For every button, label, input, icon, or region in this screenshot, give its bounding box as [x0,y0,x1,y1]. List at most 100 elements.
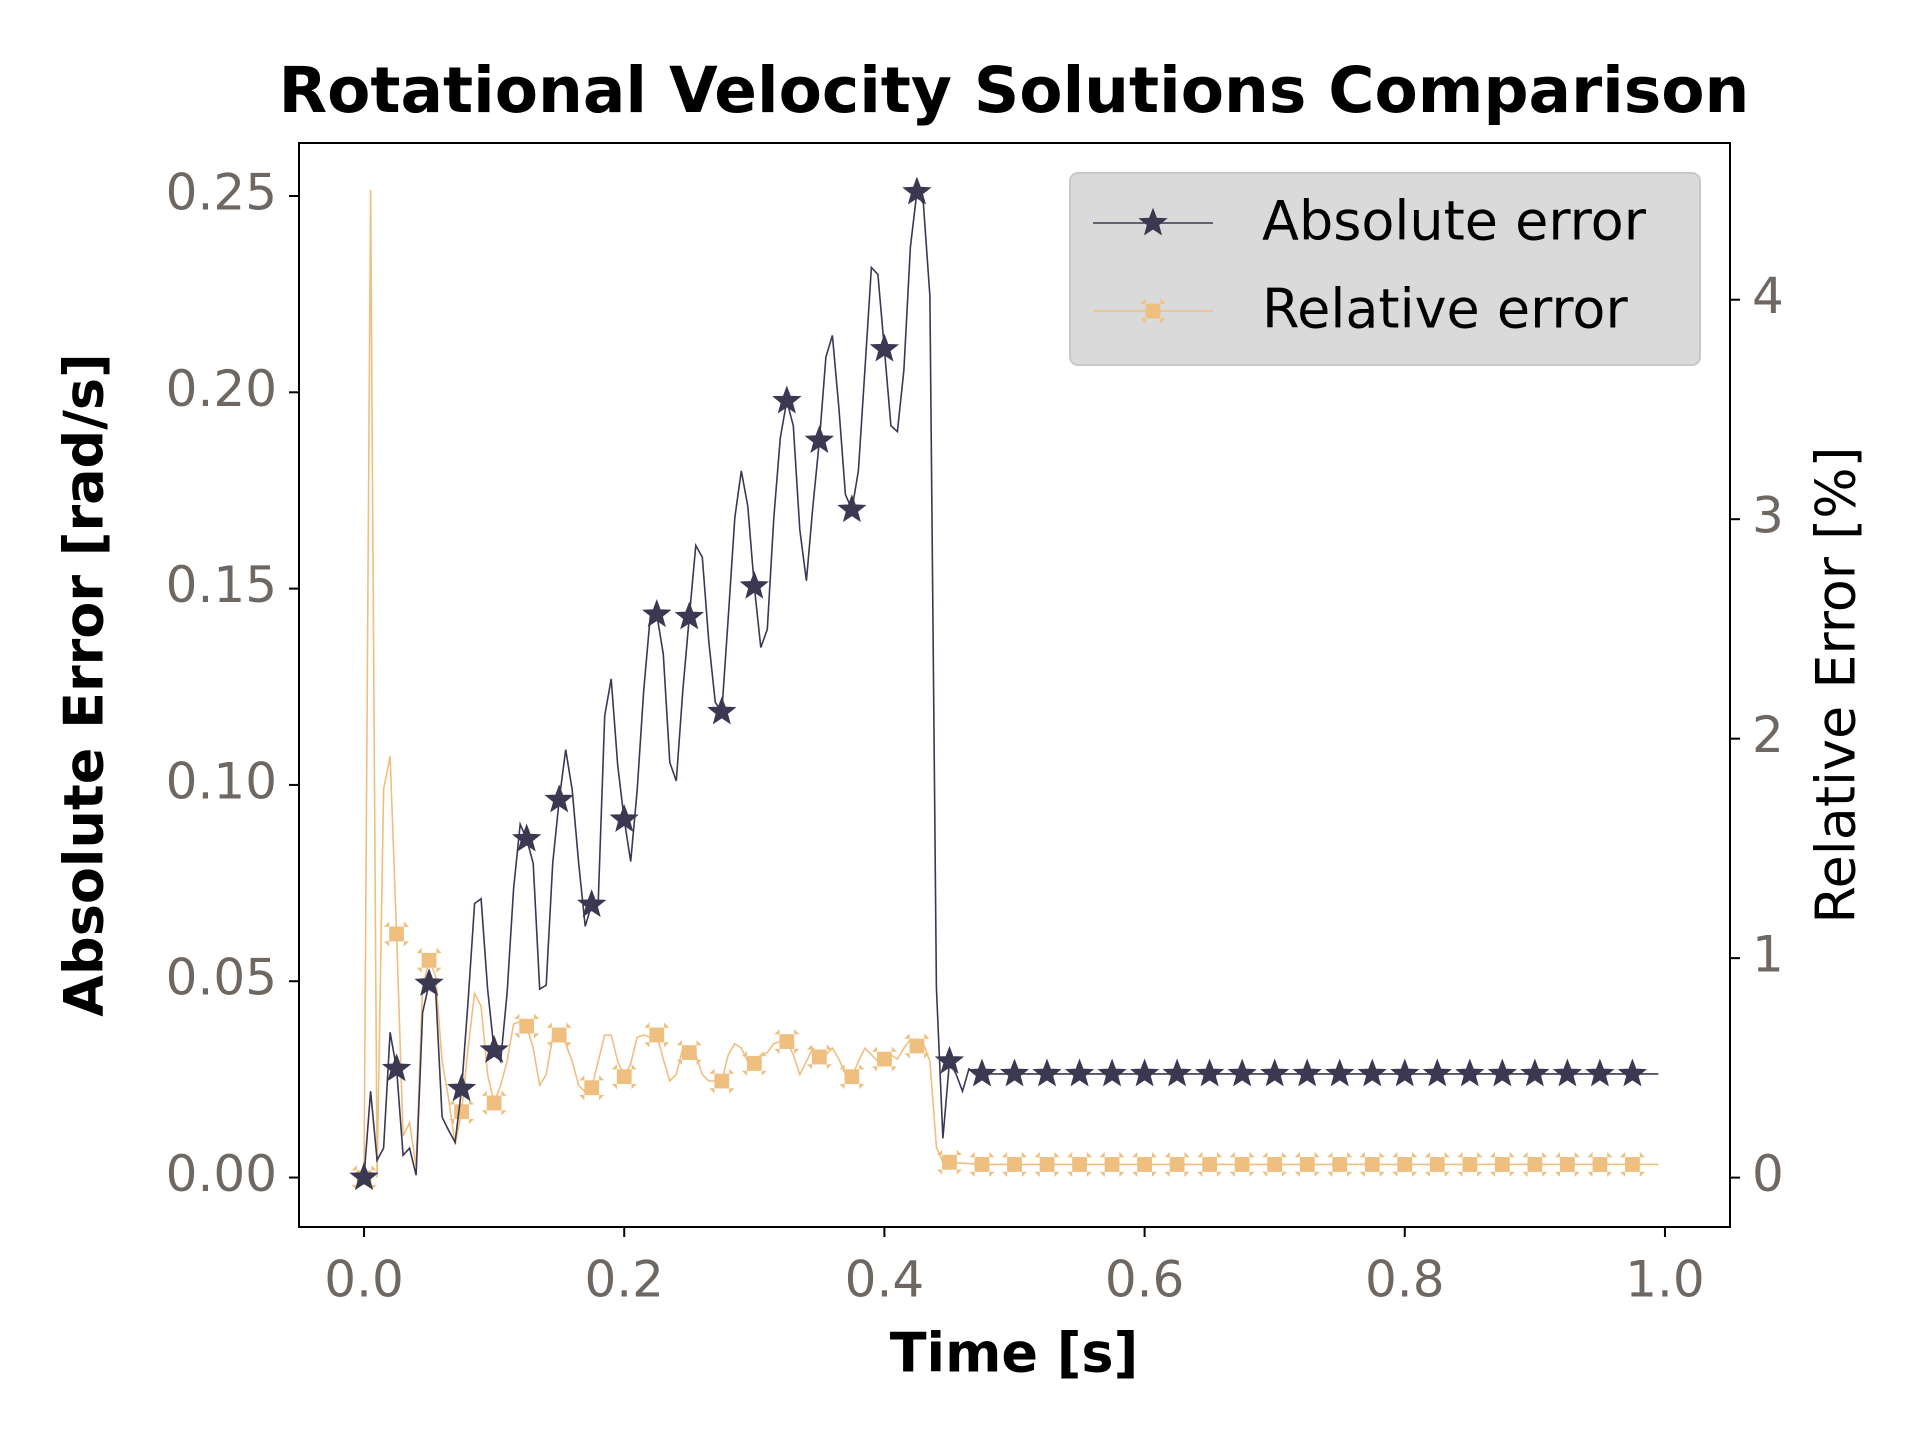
star-marker [1260,1058,1290,1087]
star-marker [1455,1058,1485,1087]
star-marker [1097,1058,1127,1087]
star-marker [446,1073,477,1102]
x-marker [1140,298,1166,324]
star-marker [1617,1058,1648,1087]
star-marker [511,823,542,852]
x-marker [644,1022,670,1048]
x-marker [839,1064,865,1090]
x-marker [1067,1151,1093,1177]
y-axis-label: Absolute Error [rad/s] [53,353,116,1017]
x-marker [1327,1151,1353,1177]
star-marker [1064,1058,1095,1087]
x-marker [1099,1151,1125,1177]
x-marker [416,947,442,973]
y2-tick-label: 4 [1752,267,1784,325]
legend-label: Absolute error [1262,190,1647,253]
x-marker [384,921,410,947]
y2-tick-label: 1 [1752,926,1784,984]
x-marker [969,1151,995,1177]
x-marker [936,1149,962,1175]
y2-axis-label: Relative Error [%] [1805,446,1868,923]
star-marker [999,1058,1030,1087]
star-marker [1422,1058,1452,1087]
x-marker [676,1040,702,1065]
y-tick-label: 0.20 [166,360,277,418]
star-marker [1292,1058,1322,1087]
star-marker [1227,1058,1257,1087]
x-marker [1034,1151,1060,1177]
star-marker [1194,1058,1225,1087]
star-marker [1032,1058,1062,1087]
star-marker [1138,207,1168,236]
y2-tick-label: 0 [1752,1145,1784,1203]
x-marker [904,1033,930,1059]
y-tick-label: 0.10 [166,752,277,810]
x-tick-label: 1.0 [1625,1251,1705,1309]
star-marker [902,176,932,205]
chart-title: Rotational Velocity Solutions Comparison [279,54,1750,127]
x-tick-label: 0.4 [845,1251,925,1309]
x-marker [1587,1151,1613,1177]
x-marker [1522,1151,1548,1177]
series-line [363,189,1659,1178]
star-marker [934,1045,965,1074]
star-marker [609,804,639,832]
star-marker [1325,1058,1355,1087]
x-marker [481,1090,507,1116]
x-marker [1457,1151,1483,1177]
series-line [363,189,1659,1178]
x-marker [1132,1151,1158,1177]
star-marker [544,784,574,813]
x-marker [806,1044,832,1070]
legend-box [1069,172,1701,366]
plot-frame [298,142,1731,1228]
y2-tick-label: 3 [1752,487,1784,545]
star-marker [1585,1058,1615,1087]
x-marker [546,1022,572,1048]
x-marker [1489,1151,1515,1177]
star-marker [804,425,835,454]
star-marker [1390,1058,1420,1087]
y-tick-label: 0.25 [166,164,277,222]
x-marker [1359,1151,1385,1177]
x-tick-label: 0.6 [1105,1251,1185,1309]
star-marker [739,570,769,599]
star-marker [381,1053,412,1082]
star-marker [674,601,704,630]
x-marker [611,1064,637,1090]
x-marker [1197,1151,1223,1177]
star-marker [479,1034,509,1063]
star-marker [707,696,737,725]
star-marker [869,333,900,362]
legend-label: Relative error [1262,278,1628,341]
star-marker [1129,1058,1160,1087]
star-marker [1487,1058,1518,1087]
x-marker [1262,1151,1288,1177]
x-marker [1424,1151,1450,1177]
x-marker [741,1051,767,1076]
x-marker [709,1068,735,1094]
x-tick-label: 0.0 [324,1251,404,1309]
x-marker [871,1046,897,1072]
x-marker [1619,1151,1645,1177]
y-tick-label: 0.15 [166,556,277,614]
star-marker [837,494,867,523]
y-tick-label: 0.05 [166,949,277,1007]
star-marker [1357,1058,1387,1087]
x-marker [1229,1151,1255,1177]
star-marker [772,385,802,414]
x-tick-label: 0.8 [1365,1251,1445,1309]
x-marker [1164,1151,1190,1177]
star-marker [577,889,607,918]
x-marker [1554,1151,1580,1177]
y-tick-label: 0.00 [166,1145,277,1203]
star-marker [414,968,444,997]
star-marker [642,599,672,628]
x-marker [1392,1151,1418,1177]
y2-tick-label: 2 [1752,706,1784,764]
x-marker [514,1013,540,1039]
x-tick-label: 0.2 [584,1251,664,1309]
star-marker [1520,1058,1550,1087]
x-marker [449,1099,475,1125]
x-axis-label: Time [s] [890,1322,1139,1385]
